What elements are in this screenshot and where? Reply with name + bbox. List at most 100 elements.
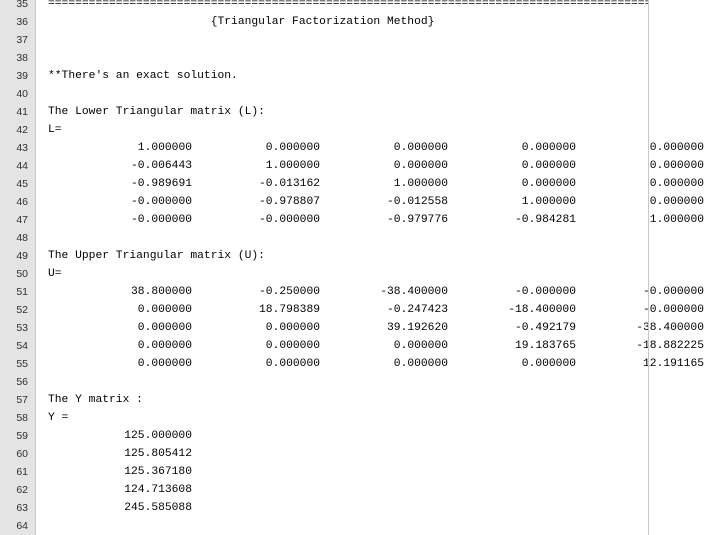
matrix-value: 0.000000 [137,358,192,370]
matrix-value: -0.000000 [642,286,704,298]
matrix-value: 1.000000 [649,214,704,226]
editor-line[interactable]: 62 124.713608 [0,481,709,499]
matrix-value: -0.979776 [386,214,448,226]
editor-line[interactable]: 35 ======================================… [0,0,709,13]
line-number: 58 [16,412,28,424]
line-number: 55 [16,358,28,370]
matrix-value: 125.805412 [124,448,192,460]
line-text: {Triangular Factorization Method} [48,16,435,28]
line-number: 36 [16,16,28,28]
matrix-value: -0.989691 [130,178,192,190]
line-number: 53 [16,322,28,334]
line-text: The Y matrix : [48,394,143,406]
editor-line[interactable]: 49 The Upper Triangular matrix (U): [0,247,709,265]
editor-line[interactable]: 55 0.000000 0.000000 0.000000 0.000000 12.191… [0,355,709,373]
editor-line[interactable]: 52 0.000000 18.798389 -0.247423 -18.400000 -0… [0,301,709,319]
editor-line[interactable]: 47 -0.000000 -0.000000 -0.979776 -0.984281 1.… [0,211,709,229]
matrix-value: 0.000000 [521,178,576,190]
line-number: 51 [16,286,28,298]
editor-line[interactable]: 64 [0,517,709,535]
editor-line[interactable]: 61 125.367180 [0,463,709,481]
matrix-value: 0.000000 [393,358,448,370]
matrix-value: 38.800000 [130,286,192,298]
editor-line[interactable]: 36 {Triangular Factorization Method} [0,13,709,31]
editor-line[interactable]: 40 [0,85,709,103]
matrix-value: 0.000000 [521,160,576,172]
editor-line[interactable]: 51 38.800000 -0.250000 -38.400000 -0.000000 -… [0,283,709,301]
editor-line[interactable]: 63 245.585088 [0,499,709,517]
line-number: 61 [16,466,28,478]
matrix-value: 39.192620 [386,322,448,334]
line-number: 47 [16,214,28,226]
editor-line[interactable]: 45 -0.989691 -0.013162 1.000000 0.000000 0.00… [0,175,709,193]
matrix-value: 12.191165 [642,358,704,370]
line-text: **There's an exact solution. [48,70,238,82]
right-margin-guide [648,0,649,535]
matrix-value: 125.000000 [124,430,192,442]
matrix-value: -38.400000 [380,286,448,298]
line-number: 38 [16,52,28,64]
editor-line[interactable]: 41 The Lower Triangular matrix (L): [0,103,709,121]
line-number: 46 [16,196,28,208]
matrix-value: -0.978807 [258,196,320,208]
editor-line[interactable]: 39 **There's an exact solution. [0,67,709,85]
matrix-value: -0.000000 [514,286,576,298]
matrix-value: -18.400000 [508,304,576,316]
matrix-value: -0.000000 [130,196,192,208]
matrix-value: 0.000000 [265,340,320,352]
matrix-value: 1.000000 [137,142,192,154]
editor-line[interactable]: 60 125.805412 [0,445,709,463]
matrix-value: 0.000000 [649,160,704,172]
matrix-value: -0.250000 [258,286,320,298]
line-number: 41 [16,106,28,118]
matrix-value: 0.000000 [137,322,192,334]
matrix-value: 0.000000 [649,142,704,154]
line-number: 44 [16,160,28,172]
editor-line[interactable]: 38 [0,49,709,67]
matrix-value: 0.000000 [649,196,704,208]
line-text: The Lower Triangular matrix (L): [48,106,265,118]
editor-line[interactable]: 43 1.000000 0.000000 0.000000 0.000000 0.0000… [0,139,709,157]
matrix-value: -0.013162 [258,178,320,190]
editor-line[interactable]: 46 -0.000000 -0.978807 -0.012558 1.000000 0.0… [0,193,709,211]
matrix-value: 1.000000 [393,178,448,190]
line-number: 57 [16,394,28,406]
line-number: 59 [16,430,28,442]
matrix-value: 19.183765 [514,340,576,352]
editor-line[interactable]: 37 [0,31,709,49]
editor-line[interactable]: 50 U= [0,265,709,283]
line-number: 45 [16,178,28,190]
line-text: The Upper Triangular matrix (U): [48,250,265,262]
matrix-value: 0.000000 [521,358,576,370]
matrix-value: 124.713608 [124,484,192,496]
line-number: 62 [16,484,28,496]
editor-line[interactable]: 44 -0.006443 1.000000 0.000000 0.000000 0.000… [0,157,709,175]
editor-line[interactable]: 58 Y = [0,409,709,427]
editor-line[interactable]: 54 0.000000 0.000000 0.000000 19.183765 -18.8… [0,337,709,355]
line-number: 39 [16,70,28,82]
line-number: 49 [16,250,28,262]
matrix-value: -0.000000 [258,214,320,226]
matrix-value: -0.012558 [386,196,448,208]
matrix-value: 0.000000 [393,340,448,352]
editor-line[interactable]: 56 [0,373,709,391]
line-text: U= [48,268,62,280]
line-number: 42 [16,124,28,136]
line-number: 54 [16,340,28,352]
editor-line[interactable]: 48 [0,229,709,247]
matrix-value: -0.247423 [386,304,448,316]
line-number: 35 [16,0,28,10]
matrix-value: 18.798389 [258,304,320,316]
matrix-value: 0.000000 [265,322,320,334]
matrix-value: -18.882225 [636,340,704,352]
matrix-value: 0.000000 [137,340,192,352]
editor-line[interactable]: 57 The Y matrix : [0,391,709,409]
matrix-value: 0.000000 [265,142,320,154]
line-number: 40 [16,88,28,100]
editor-line[interactable]: 42 L= [0,121,709,139]
line-number: 48 [16,232,28,244]
editor-line[interactable]: 59 125.000000 [0,427,709,445]
line-number: 52 [16,304,28,316]
editor-line[interactable]: 53 0.000000 0.000000 39.192620 -0.492179 -38.… [0,319,709,337]
